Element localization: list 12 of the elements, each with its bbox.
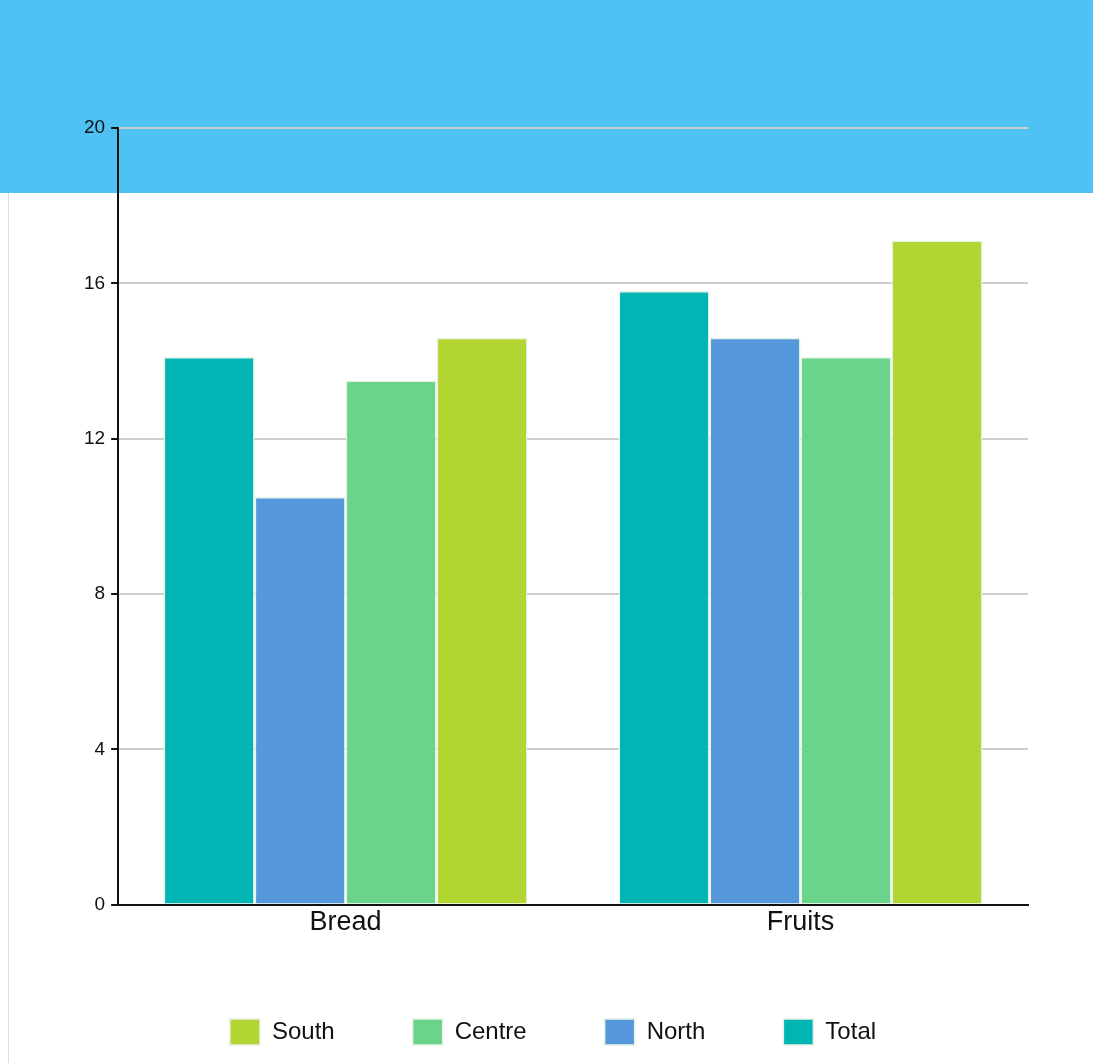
- legend-label: North: [646, 1016, 706, 1044]
- y-tick-label: 8: [94, 582, 106, 604]
- x-tick-label: Fruits: [766, 906, 835, 937]
- legend-label: Total: [825, 1016, 877, 1044]
- x-tick-label: Bread: [309, 906, 382, 937]
- y-tick-label: 12: [83, 426, 106, 448]
- y-tick-label: 4: [94, 737, 106, 759]
- y-tick-label: 16: [83, 271, 106, 293]
- legend-label: South: [271, 1016, 335, 1044]
- y-tick-label: 0: [94, 892, 106, 914]
- y-tick-label: 20: [83, 116, 106, 138]
- legend-label: Centre: [454, 1016, 527, 1044]
